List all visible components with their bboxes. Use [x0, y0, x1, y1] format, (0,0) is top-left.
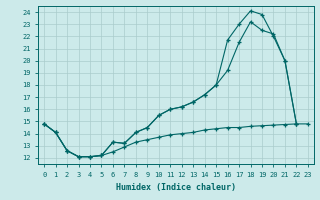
X-axis label: Humidex (Indice chaleur): Humidex (Indice chaleur) — [116, 183, 236, 192]
